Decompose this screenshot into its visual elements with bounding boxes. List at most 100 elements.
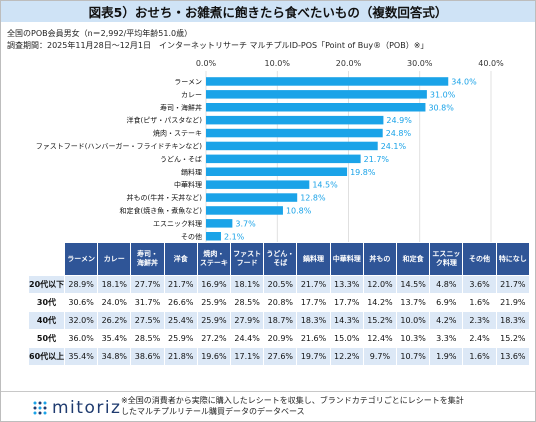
table-cell: 6.9% [429,293,464,312]
table-cell: 13.6% [495,347,531,366]
table-cell: 32.0% [63,311,99,330]
dot-grid-logo-icon [33,401,47,415]
table-cell: 15.2% [362,311,398,330]
table-cell: 16.9% [196,275,232,294]
table-cell: 13.7% [396,293,431,312]
table-cell: 35.4% [97,329,132,348]
table-cell: 27.6% [263,347,298,366]
table-row: 50代 36.0% 35.4% 28.5% 25.9% 27.2% 24.4% 20.9% 21… [28,329,531,348]
bar-value-label: 14.5% [312,181,338,190]
table-cell: 21.9% [495,293,531,312]
table-cell: 2.3% [462,311,497,330]
bar [206,128,383,138]
table-cell: 26.6% [163,293,198,312]
bar [206,154,361,164]
age-breakdown-table: ラーメン カレー 寿司・ 海鮮丼 洋食 焼肉・ ステーキ ファスト フード うどん・ そば 鍋料理 中華… [28,242,531,366]
bar [206,77,449,86]
survey-sample-note: 全国のPOB会員男女（n＝2,992/平均年齢51.0歳） [7,29,193,38]
table-cell: 35.4% [63,347,99,366]
table-cell: 25.9% [196,311,232,330]
table-cell: 18.3% [296,311,331,330]
footer: mitoriz ※全国の消費者から実際に購入したレシートを収集し、ブランドカテゴ… [1,391,535,421]
category-label: 洋食(ピザ・パスタなど) [127,116,203,125]
table-cell: 17.7% [329,293,364,312]
bar [206,167,348,176]
table-cell: 38.6% [130,347,165,366]
table-cell: 10.7% [396,347,431,366]
table-cell: 21.7% [163,275,198,294]
table-cell: 25.9% [196,293,232,312]
table-cell: 34.8% [97,347,132,366]
bar [206,90,427,99]
table-cell: 21.6% [296,329,331,348]
table-cell: 15.0% [329,329,364,348]
bar-value-label: 30.8% [428,103,454,112]
table-cell: 18.7% [263,311,298,330]
x-tick-label: 0.0% [196,59,217,68]
table-cell: 12.0% [362,275,398,294]
table-cell: 27.7% [130,275,165,294]
table-cell: 21.8% [163,347,198,366]
table-header-cell: 丼もの [362,242,398,276]
table-cell: 36.0% [63,329,99,348]
table-cell: 24.4% [230,329,265,348]
bar-value-label: 24.8% [386,129,412,138]
bar [206,206,283,215]
table-header-cell: 洋食 [163,242,198,276]
table-header-cell: カレー [97,242,132,276]
table-cell: 18.1% [230,275,265,294]
bar-chart: 0.0% 10.0% 20.0% 30.0% 40.0% ラーメン 34.0% カレー 31.0… [36,59,504,253]
category-label: ラーメン [174,78,202,86]
table-row: 30代 30.6% 24.0% 31.7% 26.6% 25.9% 28.5% 20.8% 17… [28,293,531,312]
table-header-cell: ファスト フード [230,242,265,276]
table-header-cell: ラーメン [63,242,99,276]
table-cell: 28.9% [63,275,99,294]
category-label: 寿司・海鮮丼 [160,103,202,112]
table-cell: 17.7% [296,293,331,312]
category-label: 鍋料理 [181,167,202,176]
table-header-cell: 中華料理 [329,242,364,276]
footnote-line-2: したマルチプルリテール購買データのデータベース [121,407,305,416]
table-cell: 1.9% [429,347,464,366]
footnote-line-1: ※全国の消費者から実際に購入したレシートを収集し、ブランドカテゴリごとにレシート… [121,396,464,405]
table-cell: 25.4% [163,311,198,330]
table-cell: 27.9% [230,311,265,330]
bar-value-label: 10.8% [286,206,312,215]
table-cell: 18.1% [97,275,132,294]
table-header-cell: 鍋料理 [296,242,331,276]
row-label: 50代 [28,329,65,348]
bar [206,141,378,151]
category-label: 丼もの(牛丼・天丼など) [127,193,203,202]
table-header-cell: 特になし [495,242,531,276]
table-row: 20代以下 28.9% 18.1% 27.7% 21.7% 16.9% 18.1% 20.5%… [28,275,531,294]
table-cell: 26.2% [97,311,132,330]
table-header-cell: エスニッ ク料理 [429,242,464,276]
table-cell: 24.0% [97,293,132,312]
table-cell: 12.2% [329,347,364,366]
table-cell: 25.9% [163,329,198,348]
row-label: 40代 [28,311,65,330]
bar [206,115,384,125]
bar-value-label: 19.8% [350,168,376,177]
bar-value-label: 24.1% [381,142,407,151]
mitoriz-logo: mitoriz [32,398,122,418]
table-cell: 28.5% [130,329,165,348]
category-label: 焼肉・ステーキ [153,129,202,138]
x-tick-label: 30.0% [407,59,433,68]
logo-wordmark: mitoriz [52,398,122,418]
bar [206,103,426,112]
table-cell: 10.3% [396,329,431,348]
bar-value-label: 12.8% [300,194,326,203]
category-label: カレー [181,91,202,99]
table-cell: 2.4% [462,329,497,348]
table-cell: 17.1% [230,347,265,366]
bar [206,180,310,189]
table-cell: 20.5% [263,275,298,294]
category-label: 和定食(焼き魚・煮魚など) [120,206,203,215]
table-cell: 21.7% [296,275,331,294]
category-label: 中華料理 [174,180,202,189]
category-label: うどん・そば [160,154,202,163]
bar-value-label: 21.7% [364,155,390,164]
category-label: ファストフード(ハンバーガー・フライドチキンなど) [36,141,203,150]
